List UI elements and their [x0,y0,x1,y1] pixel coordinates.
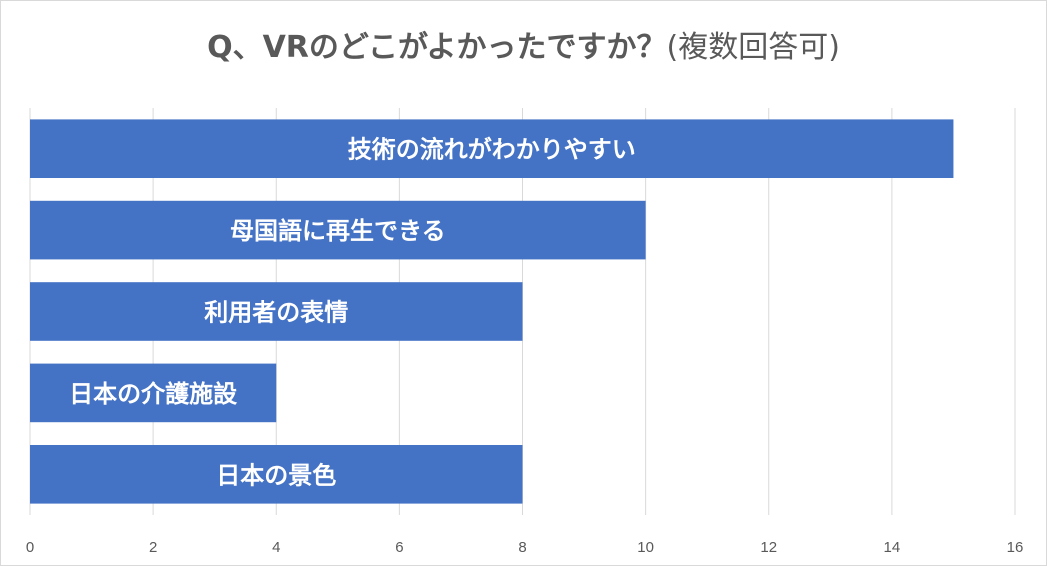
x-tick-label: 2 [149,539,157,556]
bar [30,200,646,260]
bar-label: 日本の介護施設 [69,380,238,408]
bar [30,282,523,341]
x-tick-label: 6 [395,539,403,556]
x-tick-label: 4 [272,539,280,556]
chart-title: Q、VRのどこがよかったですか？(複数回答可) [0,22,1047,66]
chart-title-suffix: (複数回答可) [666,30,840,65]
bar-label: 利用者の表情 [204,299,348,327]
x-tick-label: 8 [518,539,526,556]
x-tick-label: 14 [884,539,901,556]
bar-label: 母国語に再生できる [230,217,446,245]
x-tick-label: 16 [1007,539,1024,556]
x-tick-label: 10 [637,539,654,556]
x-tick-label: 12 [760,539,777,556]
bar-label: 技術の流れがわかりやすい [348,136,636,164]
chart-title-main: Q、VRのどこがよかったですか？ [207,30,667,65]
bar [30,444,523,504]
x-axis-ticks: 0 2 4 6 8 10 12 14 16 [26,539,1024,556]
bar [30,119,954,179]
bar [30,363,277,423]
x-tick-label: 0 [26,539,34,556]
bar-label: 日本の景色 [216,461,336,489]
